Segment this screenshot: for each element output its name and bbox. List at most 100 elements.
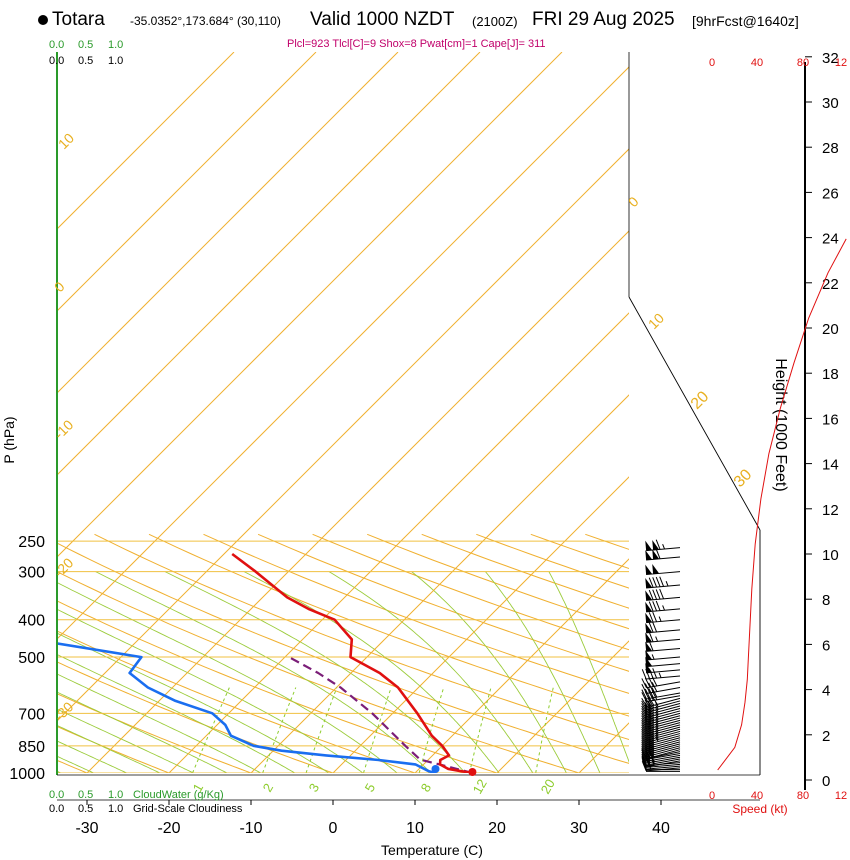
barb-flag	[641, 720, 648, 730]
pressure-tick-label: 300	[18, 565, 45, 582]
wind-barb	[641, 706, 681, 718]
moist-adiabat	[57, 653, 296, 773]
cloudiness-label: Grid-Scale Cloudiness	[133, 803, 243, 815]
barb-pennant	[645, 590, 653, 601]
barb-flag	[641, 715, 648, 725]
barb-staff	[647, 719, 681, 730]
isotherm-label: -10	[51, 416, 77, 442]
barb-flag	[648, 577, 654, 588]
mixing-ratio-label: 8	[418, 781, 435, 795]
barb-flag	[641, 728, 648, 739]
height-tick-label: 18	[822, 366, 839, 383]
cloudiness-tick-bottom: 0.0	[49, 803, 64, 815]
barb-flag	[641, 708, 648, 718]
isotherm	[578, 722, 629, 773]
height-tick-label: 28	[822, 140, 839, 157]
barb-flag	[648, 631, 654, 642]
barb-pennant	[645, 564, 653, 575]
pressure-tick-label: 400	[18, 613, 45, 630]
barb-pennant	[652, 549, 660, 560]
location-coords: -35.0352°,173.684° (30,110)	[130, 14, 281, 28]
height-tick-label: 0	[822, 773, 830, 790]
location-dot-icon	[38, 15, 48, 25]
barb-flag	[641, 737, 648, 747]
barb-staff	[646, 758, 681, 766]
barb-half-flag	[658, 672, 662, 678]
moist-adiabat	[243, 571, 500, 773]
moist-adiabat	[57, 581, 398, 773]
height-tick-label: 22	[822, 276, 839, 293]
isotherm	[168, 312, 629, 773]
barb-flag	[641, 710, 648, 720]
cloudwater-label: CloudWater (g/Kg)	[133, 789, 224, 801]
moist-adiabat	[95, 571, 432, 773]
barb-flag	[641, 743, 648, 753]
pressure-tick-label: 1000	[9, 766, 45, 783]
barb-pennant	[645, 622, 653, 633]
barb-flag	[641, 731, 648, 741]
mixing-ratio-label: 2	[260, 781, 277, 795]
wind-barb	[641, 690, 681, 703]
barb-half-flag	[651, 760, 655, 766]
mixing-ratio-label: 3	[306, 781, 323, 795]
isotherm	[414, 558, 629, 773]
barb-pennant	[645, 601, 653, 612]
speed-tick-top: 12	[835, 57, 847, 69]
barb-staff	[647, 697, 681, 708]
temp-tick-label: -20	[157, 820, 180, 837]
barb-staff	[647, 749, 681, 759]
barb-flag	[644, 683, 651, 694]
moist-adiabat	[485, 571, 601, 773]
height-tick-label: 4	[822, 683, 830, 700]
isotherm-label: 20	[688, 388, 713, 413]
height-tick-label: 24	[822, 231, 839, 248]
moist-adiabat	[57, 755, 95, 773]
barb-staff	[647, 715, 681, 725]
dry-adiabat	[257, 533, 629, 672]
barb-flag	[641, 757, 647, 767]
mixing-ratio-line	[192, 687, 230, 773]
barb-flag	[641, 747, 648, 757]
cloudiness-tick-top: 1.0	[108, 55, 123, 67]
barb-staff	[646, 687, 681, 694]
speed-tick-top: 40	[751, 57, 763, 69]
barb-flag	[648, 589, 654, 600]
barb-flag	[641, 726, 648, 737]
barb-staff	[647, 733, 681, 743]
barb-half-flag	[651, 758, 655, 764]
barb-staff	[646, 756, 681, 764]
dry-adiabat	[749, 534, 850, 781]
barb-staff	[647, 743, 681, 754]
barb-staff	[647, 712, 681, 723]
barb-flag	[641, 692, 647, 702]
barb-flag	[641, 749, 648, 759]
barb-staff	[647, 739, 681, 750]
barb-half-flag	[665, 580, 669, 587]
isotherm-label: 30	[731, 466, 756, 491]
temp-tick-label: -30	[75, 820, 98, 837]
barb-staff	[646, 763, 681, 768]
barb-flag	[641, 705, 648, 716]
barb-staff	[647, 735, 681, 745]
dry-adiabat	[57, 693, 253, 773]
barb-staff	[647, 737, 681, 748]
cloudiness-tick-top: 0.5	[78, 55, 93, 67]
barb-flag	[648, 640, 654, 652]
surface-dewpoint-dot	[431, 765, 440, 773]
dry-adiabat	[57, 661, 335, 773]
temp-tick-label: -10	[239, 820, 262, 837]
barb-staff	[647, 705, 681, 716]
wind-barb	[645, 588, 681, 601]
wind-barb	[645, 563, 681, 576]
barb-staff	[647, 728, 681, 739]
moist-adiabat	[57, 708, 195, 773]
wind-speed-line	[717, 238, 847, 771]
height-tick-label: 26	[822, 185, 839, 202]
wind-barb	[641, 682, 681, 694]
moist-adiabat	[57, 673, 262, 773]
mixing-ratio-line	[535, 687, 554, 773]
barb-staff	[646, 767, 681, 772]
temp-tick-label: 20	[488, 820, 506, 837]
barb-flag	[641, 741, 648, 751]
barb-flag	[641, 700, 648, 711]
